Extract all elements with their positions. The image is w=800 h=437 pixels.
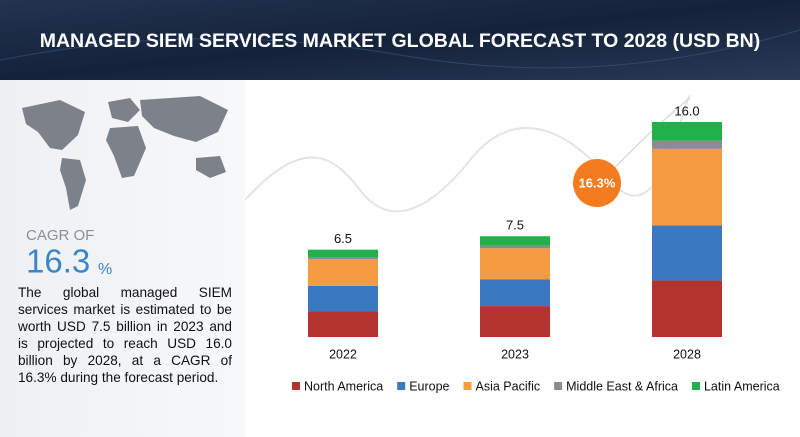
bar-segment (480, 306, 550, 337)
bar-segment (308, 285, 378, 312)
legend-label: North America (304, 379, 383, 393)
header-band (0, 0, 800, 80)
chart-title: MANAGED SIEM SERVICES MARKET GLOBAL FORE… (40, 30, 761, 52)
bar-segment (480, 245, 550, 249)
cagr-heading: CAGR OF (26, 227, 94, 244)
cagr-badge: 16.3% (579, 175, 616, 190)
bar-segment (308, 311, 378, 337)
bar-segment (308, 249, 378, 258)
cagr-unit: % (98, 261, 112, 278)
legend-label: Asia Pacific (476, 379, 541, 393)
bar-segment (480, 279, 550, 307)
bar-segment (652, 280, 722, 337)
bar-segment (308, 257, 378, 260)
total-label: 6.5 (334, 231, 352, 246)
description: The global managed SIEM services market … (18, 285, 232, 385)
bar-segment (652, 140, 722, 149)
x-tick-label: 2023 (501, 347, 529, 361)
bar-segment (308, 259, 378, 286)
x-tick-label: 2028 (673, 347, 701, 361)
x-tick-label: 2022 (329, 347, 357, 361)
header-decor (0, 29, 800, 69)
legend-label: Middle East & Africa (566, 379, 678, 393)
legend-swatch (691, 382, 700, 390)
cagr-number: 16.3 (26, 243, 90, 280)
legend-swatch (463, 382, 472, 390)
world-map (22, 96, 228, 210)
legend-swatch (292, 382, 300, 390)
bar-segment (480, 248, 550, 280)
legend-label: Latin America (704, 379, 780, 393)
bar-segment (652, 225, 722, 281)
bar-segment (480, 236, 550, 246)
cagr-badge-circle (573, 159, 621, 207)
total-label: 7.5 (506, 218, 524, 233)
bar-segment (652, 148, 722, 226)
legend-swatch (397, 382, 406, 390)
decor-curve (244, 94, 691, 213)
legend-label: Europe (409, 379, 449, 393)
legend-swatch (554, 382, 563, 390)
bar-segment (652, 122, 722, 141)
total-label: 16.0 (674, 103, 699, 118)
